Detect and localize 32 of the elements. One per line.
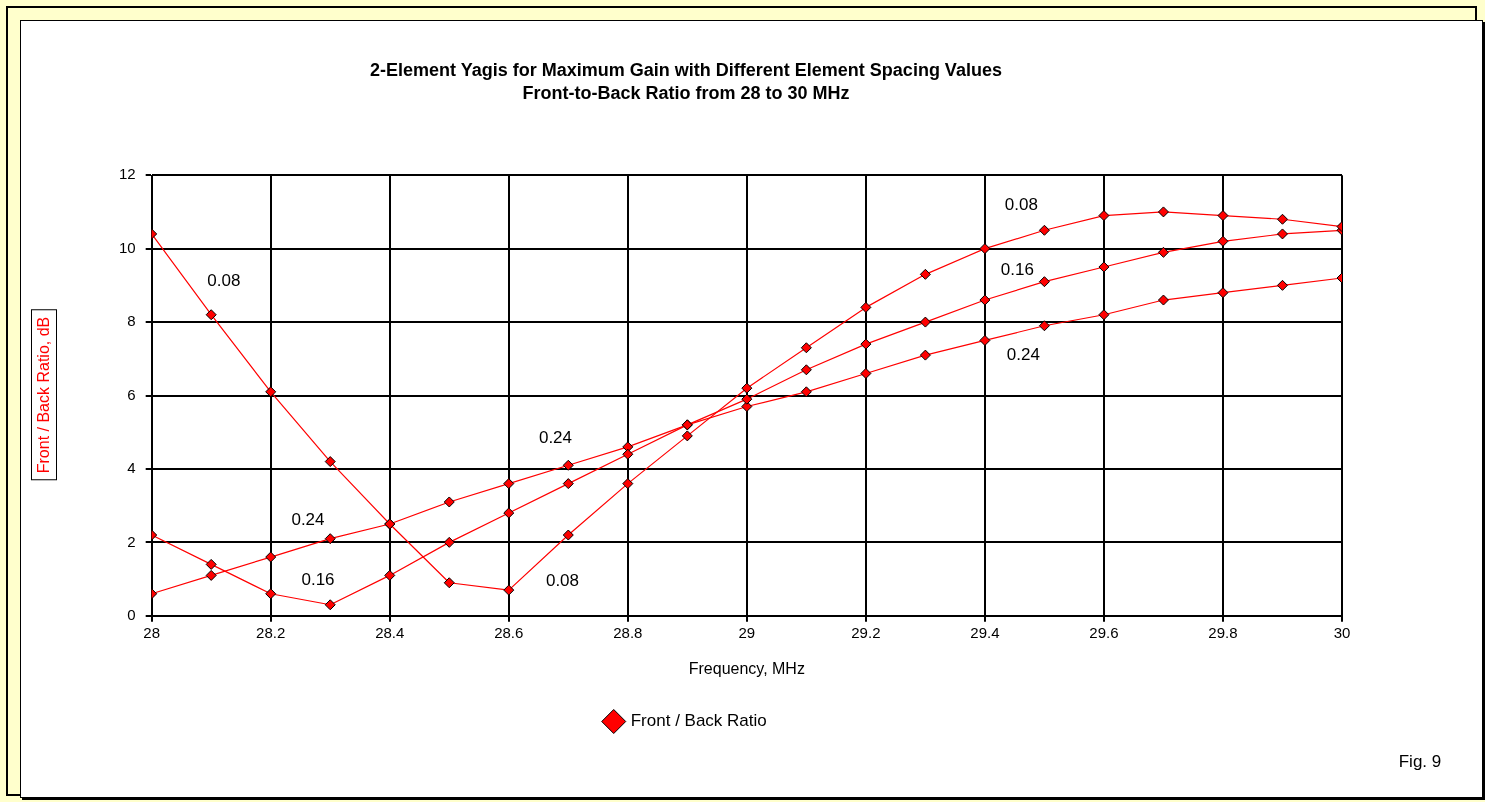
x-axis-title: Frequency, MHz: [688, 659, 805, 677]
y-tick-label: 8: [127, 312, 136, 330]
annotation: 0.08: [1004, 195, 1038, 215]
x-tick-label: 28.8: [613, 623, 643, 641]
x-tick-label: 29.6: [1089, 623, 1119, 641]
x-tick-label: 28: [143, 623, 161, 641]
annotation: 0.08: [207, 271, 241, 291]
legend-label: Front / Back Ratio: [630, 711, 767, 731]
y-tick-label: 10: [119, 238, 136, 256]
y-tick-label: 6: [127, 385, 136, 403]
x-tick-label: 29.4: [970, 623, 1000, 641]
x-tick-label: 28.4: [375, 623, 405, 641]
y-tick-label: 4: [127, 459, 136, 477]
annotation: 0.24: [538, 428, 573, 448]
annotation: 0.24: [291, 509, 325, 529]
x-tick-label: 28.6: [494, 623, 524, 641]
y-tick-label: 0: [127, 605, 136, 623]
chart-title: 2-Element Yagis for Maximum Gain with Different Element Spacing Values: [370, 59, 1002, 80]
x-tick-label: 28.2: [256, 623, 286, 641]
y-axis-title: Front / Back Ratio, dB: [31, 309, 57, 481]
y-tick-label: 2: [127, 532, 136, 550]
x-tick-label: 29.2: [851, 623, 881, 641]
x-tick-label: 29.8: [1208, 623, 1238, 641]
caption: Fig. 9: [1398, 751, 1442, 771]
chart-subtitle: Front-to-Back Ratio from 28 to 30 MHz: [522, 83, 850, 104]
x-tick-label: 30: [1333, 623, 1351, 641]
annotation: 0.16: [301, 570, 335, 590]
x-tick-label: 29: [738, 623, 756, 641]
y-tick-label: 12: [119, 165, 136, 183]
annotation: 0.08: [545, 571, 580, 591]
annotation: 0.16: [1000, 259, 1034, 279]
annotation: 0.24: [1006, 345, 1040, 365]
